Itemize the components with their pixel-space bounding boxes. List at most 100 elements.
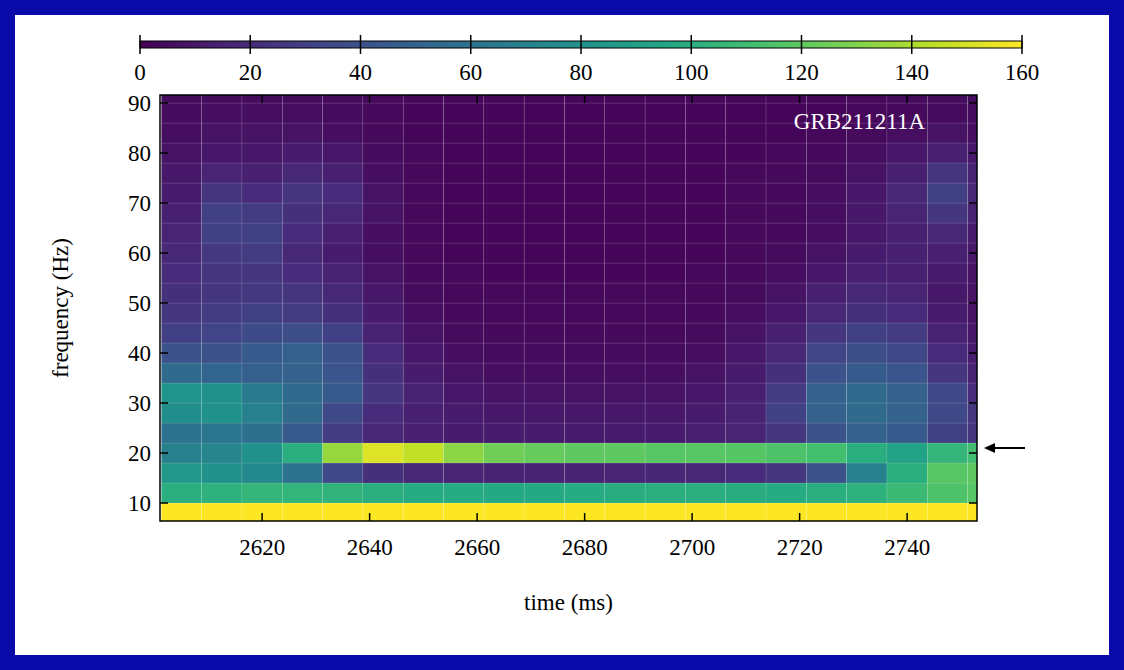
heatmap-cell bbox=[847, 363, 887, 383]
heatmap-cell bbox=[806, 95, 846, 103]
heatmap-cell bbox=[202, 363, 242, 383]
heatmap-cell bbox=[847, 443, 887, 463]
heatmap-cell bbox=[887, 95, 927, 103]
heatmap-cell bbox=[363, 183, 403, 203]
heatmap-cell bbox=[161, 263, 201, 283]
heatmap-cell bbox=[161, 503, 201, 521]
x-tick-label: 2680 bbox=[562, 535, 608, 560]
heatmap-cell bbox=[927, 303, 967, 323]
heatmap-cell bbox=[282, 223, 322, 243]
heatmap-cell bbox=[242, 423, 282, 443]
heatmap-cell bbox=[444, 203, 484, 223]
heatmap-cell bbox=[605, 343, 645, 363]
heatmap-cell bbox=[363, 303, 403, 323]
heatmap-cell bbox=[605, 243, 645, 263]
heatmap-cell bbox=[242, 103, 282, 123]
heatmap-cell bbox=[847, 503, 887, 521]
heatmap-cell bbox=[685, 223, 725, 243]
heatmap-cell bbox=[766, 423, 806, 443]
heatmap-cell bbox=[564, 223, 604, 243]
heatmap-cell bbox=[403, 363, 443, 383]
heatmap-cell bbox=[806, 303, 846, 323]
heatmap-cell bbox=[444, 463, 484, 483]
x-tick bbox=[799, 513, 801, 521]
heatmap-cell bbox=[766, 503, 806, 521]
heatmap-cell bbox=[282, 303, 322, 323]
heatmap-cell bbox=[726, 103, 766, 123]
heatmap-cell bbox=[444, 503, 484, 521]
heatmap-cell bbox=[968, 123, 977, 143]
heatmap-cell bbox=[282, 123, 322, 143]
heatmap-cell bbox=[766, 383, 806, 403]
colorbar-tick bbox=[691, 35, 693, 54]
heatmap-cell bbox=[484, 103, 524, 123]
heatmap-cell bbox=[202, 303, 242, 323]
chart: 2620264026602680270027202740102030405060… bbox=[0, 0, 1124, 670]
heatmap-cell bbox=[968, 183, 977, 203]
heatmap-cell bbox=[444, 123, 484, 143]
heatmap-cell bbox=[685, 203, 725, 223]
heatmap-cell bbox=[161, 423, 201, 443]
heatmap-cell bbox=[927, 463, 967, 483]
x-tick bbox=[799, 95, 801, 103]
heatmap-cell bbox=[685, 403, 725, 423]
x-tick bbox=[476, 95, 478, 103]
heatmap-cell bbox=[605, 143, 645, 163]
heatmap-cell bbox=[363, 263, 403, 283]
heatmap-cell bbox=[282, 443, 322, 463]
heatmap-cell bbox=[202, 243, 242, 263]
y-tick-label: 50 bbox=[128, 291, 151, 316]
heatmap-cell bbox=[403, 503, 443, 521]
heatmap-cell bbox=[968, 303, 977, 323]
heatmap-cell bbox=[685, 383, 725, 403]
heatmap-cell bbox=[726, 143, 766, 163]
heatmap-cell bbox=[564, 163, 604, 183]
heatmap-cell bbox=[161, 163, 201, 183]
heatmap-cell bbox=[968, 483, 977, 503]
heatmap-cell bbox=[968, 343, 977, 363]
heatmap-cell bbox=[202, 403, 242, 423]
heatmap-cell bbox=[887, 303, 927, 323]
heatmap-cell bbox=[242, 383, 282, 403]
heatmap-cell bbox=[806, 323, 846, 343]
y-tick bbox=[969, 102, 977, 104]
heatmap-cell bbox=[726, 343, 766, 363]
heatmap-cell bbox=[323, 483, 363, 503]
heatmap-cell bbox=[242, 283, 282, 303]
heatmap-cell bbox=[726, 363, 766, 383]
heatmap-cell bbox=[484, 243, 524, 263]
heatmap-cell bbox=[484, 323, 524, 343]
heatmap-cell bbox=[282, 183, 322, 203]
heatmap-cell bbox=[605, 483, 645, 503]
heatmap-cell bbox=[484, 283, 524, 303]
heatmap-cell bbox=[403, 143, 443, 163]
heatmap-cell bbox=[363, 95, 403, 103]
y-tick bbox=[160, 252, 168, 254]
heatmap-cell bbox=[242, 183, 282, 203]
heatmap-cell bbox=[927, 283, 967, 303]
heatmap-cell bbox=[524, 423, 564, 443]
heatmap-cell bbox=[927, 443, 967, 463]
heatmap-cell bbox=[605, 463, 645, 483]
heatmap-cell bbox=[323, 283, 363, 303]
colorbar-tick-label: 20 bbox=[239, 60, 262, 85]
heatmap-cell bbox=[484, 143, 524, 163]
heatmap-cell bbox=[323, 403, 363, 423]
heatmap-cell bbox=[323, 323, 363, 343]
heatmap-cell bbox=[323, 243, 363, 263]
heatmap-cell bbox=[484, 403, 524, 423]
heatmap-cell bbox=[847, 163, 887, 183]
heatmap-cell bbox=[847, 263, 887, 283]
heatmap-cell bbox=[403, 103, 443, 123]
y-tick bbox=[969, 452, 977, 454]
heatmap-cell bbox=[282, 403, 322, 423]
heatmap-cell bbox=[524, 443, 564, 463]
heatmap-cell bbox=[484, 303, 524, 323]
y-tick bbox=[160, 202, 168, 204]
heatmap-cell bbox=[806, 483, 846, 503]
heatmap-cell bbox=[242, 163, 282, 183]
colorbar-tick bbox=[911, 35, 913, 54]
colorbar-tick bbox=[1021, 35, 1023, 54]
heatmap-cell bbox=[484, 163, 524, 183]
heatmap-cell bbox=[766, 95, 806, 103]
